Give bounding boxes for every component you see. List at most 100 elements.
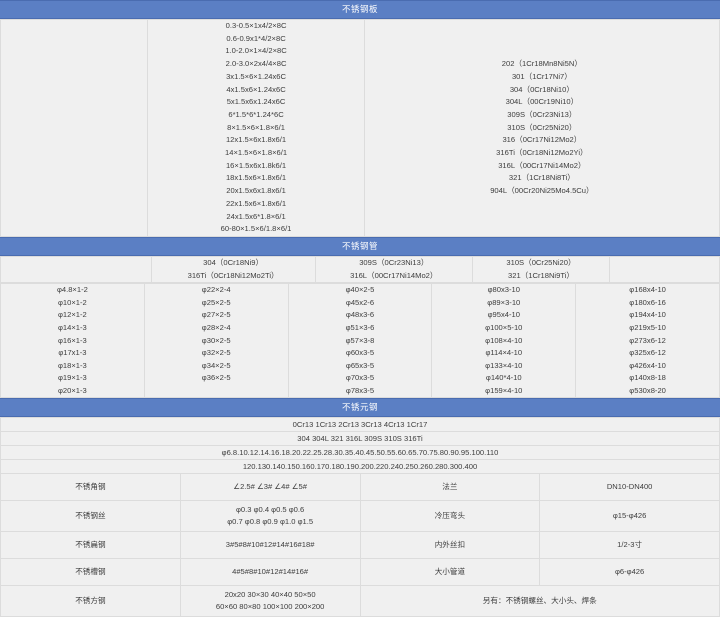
list-item: φ65x3-5 [345, 360, 375, 370]
list-item: φ78x3-5 [345, 385, 375, 395]
list-item: φ36×2-5 [201, 373, 231, 383]
list-item: φ273x6-12 [629, 335, 666, 345]
list-item: 20x1.5x6x1.8x6/1 [226, 186, 286, 196]
pipe-grade-list-3: 310S（0Cr25Ni20） 321（1Cr18Ni9Ti） [477, 257, 605, 282]
list-item: 301（1Cr17Ni7） [511, 71, 572, 81]
list-item: φ159×4-10 [485, 385, 523, 395]
list-item: φ95x4-10 [487, 310, 520, 320]
row-value-pipe-sizes: φ6-φ426 [539, 558, 720, 587]
pipe-spec-col-2: φ22×2-4 φ25×2-5 φ27×2-5 φ28×2-4 φ30×2-5 … [143, 283, 289, 399]
list-item: φ100×5-10 [485, 322, 523, 332]
list-item: 0.3-0.5×1x4/2×8C [225, 21, 287, 30]
list-item: φ40×2-5 [345, 285, 375, 295]
round-bar-grade-line-1: 0Cr13 1Cr13 2Cr13 3Cr13 4Cr13 1Cr17 [0, 417, 720, 433]
section-header-plate: 不锈钢板 [0, 0, 720, 19]
pipe-spec-col-5: φ168x4-10 φ180x6-16 φ194x4-10 φ219x5-10 … [575, 283, 720, 399]
row-value-angle-steel: ∠2.5# ∠3# ∠4# ∠5# [179, 473, 361, 502]
row-label-square-steel: 不锈方钢 [0, 585, 181, 617]
pipe-grade-spacer [0, 255, 152, 284]
list-item: 3x1.5×6×1.24x6C [226, 71, 287, 81]
row-value-square-steel: 20x20 30×30 40×40 50×50 60×60 80×80 100×… [179, 585, 361, 617]
list-item: φ70x3-5 [345, 373, 375, 383]
pipe-spec-table: φ4.8×1-2 φ10×1-2 φ12×1-2 φ14×1-3 φ16×1-3… [0, 283, 720, 399]
flat-steel-values: 3#5#8#10#12#14#16#18# [185, 539, 356, 552]
round-bar-size-line-1: φ6.8.10.12.14.16.18.20.22.25.28.30.35.40… [0, 445, 720, 461]
list-item: ∠2.5# ∠3# ∠4# ∠5# [233, 482, 307, 492]
pipe-grade-col-3: 310S（0Cr25Ni20） 321（1Cr18Ni9Ti） [471, 255, 611, 284]
table-row: φ4.8×1-2 φ10×1-2 φ12×1-2 φ14×1-3 φ16×1-3… [0, 283, 720, 399]
list-item: φ32×2-5 [201, 348, 231, 358]
table-row: 不锈角钢 ∠2.5# ∠3# ∠4# ∠5# 法兰 DN10-DN400 [0, 473, 720, 502]
list-item: φ25×2-5 [201, 297, 231, 307]
list-item [149, 385, 284, 398]
list-item: φ10×1-2 [58, 297, 87, 307]
list-item: 304（0Cr18Ni9） [203, 257, 264, 267]
table-row: 不锈槽钢 4#5#8#10#12#14#16# 大小管道 φ6-φ426 [0, 558, 720, 587]
pipe-spec-list-1: φ4.8×1-2 φ10×1-2 φ12×1-2 φ14×1-3 φ16×1-3… [5, 284, 140, 397]
plate-grade-cell: 202（1Cr18Mn8Ni5N） 301（1Cr17Ni7） 304（0Cr1… [363, 19, 720, 237]
list-item: φ140x8-18 [629, 373, 666, 383]
list-item: φ48x3-6 [345, 310, 375, 320]
list-item: φ28×2-4 [201, 322, 231, 332]
pipe-spec-list-2: φ22×2-4 φ25×2-5 φ27×2-5 φ28×2-4 φ30×2-5 … [149, 284, 284, 397]
list-item: 2.0-3.0×2x4/4×8C [225, 59, 287, 69]
pipe-spec-list-3: φ40×2-5 φ45x2-6 φ48x3-6 φ51×3-6 φ57×3-8 … [293, 284, 428, 397]
row-value-channel-steel: 4#5#8#10#12#14#16# [179, 558, 361, 587]
row-label-pipe-sizes: 大小管道 [359, 558, 541, 587]
list-item: 6*1.5*6*1.24*6C [228, 109, 284, 119]
list-item: 321（1Cr18Ni8Ti） [508, 173, 575, 183]
list-item: 316Ti（0Cr18Ni12Mo2Ti） [187, 270, 279, 280]
pipe-grade-list-1: 304（0Cr18Ni9） 316Ti（0Cr18Ni12Mo2Ti） [156, 257, 311, 282]
table-row: 0.3-0.5×1x4/2×8C 0.6-0.9x1*4/2×8C 1.0-2.… [0, 19, 720, 237]
list-item: 4x1.5x6×1.24x6C [226, 84, 286, 94]
table-row: φ6.8.10.12.14.16.18.20.22.25.28.30.35.40… [0, 445, 720, 461]
row-value-flange: DN10-DN400 [539, 473, 720, 502]
round-bar-size-line-2: 120.130.140.150.160.170.180.190.200.220.… [0, 459, 720, 475]
list-item: φ12×1-2 [58, 310, 87, 320]
list-item: 24x1.5x6*1.8×6/1 [226, 211, 286, 221]
list-item: 60×60 80×80 100×100 200×200 [215, 602, 325, 612]
list-item: 310S（0Cr25Ni20） [506, 257, 576, 267]
list-item: φ18×1-3 [58, 360, 87, 370]
table-row: 0Cr13 1Cr13 2Cr13 3Cr13 4Cr13 1Cr17 [0, 417, 720, 433]
list-item: φ17x1-3 [58, 348, 87, 358]
row-label-flange: 法兰 [359, 473, 541, 502]
list-item: φ180x6-16 [629, 297, 666, 307]
table-row: 304 304L 321 316L 309S 310S 316Ti [0, 431, 720, 447]
table-row: 304（0Cr18Ni9） 316Ti（0Cr18Ni12Mo2Ti） 309S… [0, 255, 720, 284]
list-item: φ0.3 φ0.4 φ0.5 φ0.6 [235, 504, 305, 514]
pipe-spec-col-1: φ4.8×1-2 φ10×1-2 φ12×1-2 φ14×1-3 φ16×1-3… [0, 283, 145, 399]
list-item: φ114×4-10 [485, 348, 523, 358]
list-item: 20x20 30×30 40×40 50×50 [224, 589, 316, 599]
row-label-thread: 内外丝扣 [359, 531, 541, 560]
list-item: 304（0Cr18Ni10） [509, 84, 574, 94]
list-item: 16×1.5x6x1.8k6/1 [225, 160, 287, 170]
list-item: φ140*4-10 [485, 373, 522, 383]
list-item: 22x1.5x6×1.8x6/1 [225, 198, 287, 208]
pipe-spec-list-4: φ80x3-10 φ89×3-10 φ95x4-10 φ100×5-10 φ10… [436, 284, 571, 397]
list-item: 18x1.5x6×1.8x6/1 [225, 173, 287, 183]
channel-steel-values: 4#5#8#10#12#14#16# [185, 566, 356, 579]
list-item: φ4.8×1-2 [56, 285, 88, 295]
list-item: φ51×3-6 [345, 322, 375, 332]
list-item: 14×1.5×6×1.8×6/1 [225, 148, 288, 158]
pipe-grade-col-1: 304（0Cr18Ni9） 316Ti（0Cr18Ni12Mo2Ti） [150, 255, 316, 284]
row-label-flat-steel: 不锈扁钢 [0, 531, 181, 560]
pipe-spec-col-3: φ40×2-5 φ45x2-6 φ48x3-6 φ51×3-6 φ57×3-8 … [287, 283, 433, 399]
list-item: φ34×2-5 [201, 360, 231, 370]
list-item: 309S（0Cr23Ni13） [507, 109, 577, 119]
list-item: φ27×2-5 [201, 310, 231, 320]
list-item: 60-80×1.5×6/1.8×6/1 [220, 224, 292, 234]
row-label-channel-steel: 不锈槽钢 [0, 558, 181, 587]
table-row: 不锈方钢 20x20 30×30 40×40 50×50 60×60 80×80… [0, 585, 720, 617]
list-item: φ0.7 φ0.8 φ0.9 φ1.0 φ1.5 [227, 517, 314, 527]
list-item: φ80x3-10 [487, 285, 520, 295]
list-item: φ219x5-10 [629, 322, 666, 332]
list-item: 310S（0Cr25Ni20） [507, 122, 577, 132]
list-item: φ194x4-10 [629, 310, 666, 320]
pipe-spec-col-4: φ80x3-10 φ89×3-10 φ95x4-10 φ100×5-10 φ10… [431, 283, 577, 399]
row-label-wire: 不锈钢丝 [0, 500, 181, 533]
list-item: 8×1.5×6×1.8×6/1 [227, 122, 285, 132]
pipe-spec-list-5: φ168x4-10 φ180x6-16 φ194x4-10 φ219x5-10 … [580, 284, 715, 397]
list-item: φ22×2-4 [201, 285, 231, 295]
